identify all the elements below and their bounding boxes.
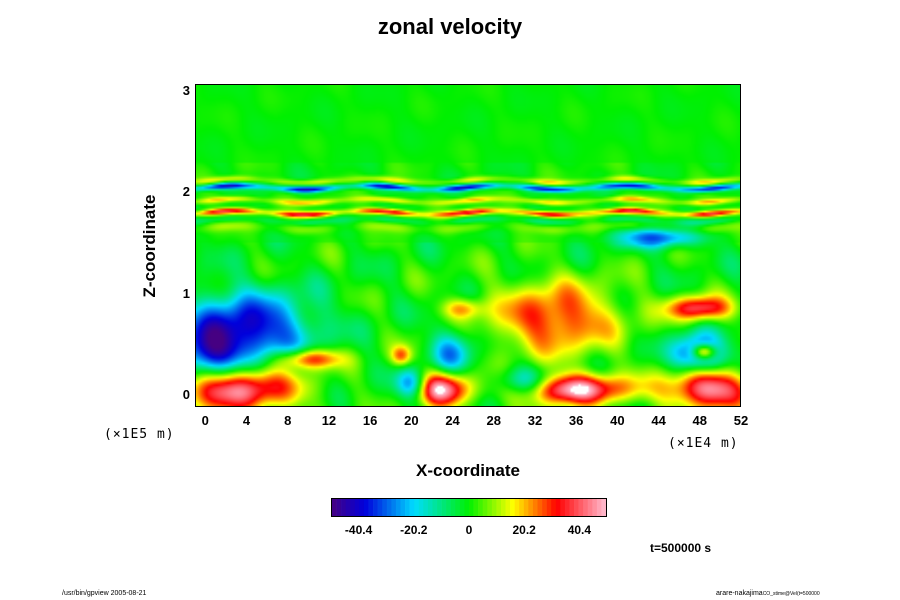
colorbar-segment (368, 499, 374, 516)
x-tick-label: 12 (321, 413, 337, 428)
colorbar-segment (569, 499, 575, 516)
x-tick-label: 28 (486, 413, 501, 428)
colorbar-tick-label: -40.4 (344, 523, 373, 537)
x-tick-label: 4 (242, 413, 251, 428)
colorbar-segment (528, 499, 534, 516)
time-label: t=500000 s (650, 541, 712, 555)
colorbar-segment (409, 499, 415, 516)
footer-right-main: arare-nakajima (716, 590, 763, 597)
colorbar-segment (491, 499, 497, 516)
colorbar-segment (377, 499, 383, 516)
colorbar-segment (496, 499, 502, 516)
colorbar-segment (341, 499, 346, 516)
colorbar-segment (542, 499, 547, 516)
colorbar-segment (382, 499, 388, 516)
x-tick-label: 40 (610, 413, 625, 428)
colorbar-segment (437, 499, 442, 516)
colorbar-segment (532, 499, 538, 516)
colorbar-segment (478, 499, 483, 516)
colorbar-segment (487, 499, 493, 516)
y-tick-label: 1 (182, 285, 190, 301)
y-tick-label: 2 (182, 184, 190, 200)
colorbar-segment (405, 499, 410, 516)
colorbar-segment (363, 499, 369, 516)
colorbar-segment (510, 499, 515, 516)
velocity-field-heatmap (196, 85, 740, 406)
colorbar-segment (391, 499, 397, 516)
footer-left: /usr/bin/gpview 2005-08-21 (62, 590, 147, 597)
colorbar-segment (596, 499, 602, 516)
colorbar-segment (455, 499, 461, 516)
colorbar-segment (414, 499, 420, 516)
colorbar-segment (459, 499, 465, 516)
heatmap-plot-area (195, 84, 741, 407)
colorbar-segment (560, 499, 566, 516)
colorbar-segment (523, 499, 529, 516)
chart-title: zonal velocity (377, 14, 523, 39)
colorbar-segment (564, 499, 570, 516)
x-tick-label: 36 (568, 413, 584, 428)
colorbar-segment (446, 499, 452, 516)
y-scale-label: (×1E5 m) (104, 427, 175, 442)
colorbar-tick-label: 40.4 (567, 523, 592, 537)
x-tick-label: 48 (692, 413, 708, 428)
colorbar-segment (450, 499, 456, 516)
colorbar-segment (519, 499, 525, 516)
colorbar-segment (427, 499, 433, 516)
footer-right: arare-nakajimaCO_stime@Vel(t=500000 (716, 590, 820, 597)
x-axis-label: X-coordinate (416, 461, 520, 480)
x-tick-label: 32 (527, 413, 543, 428)
colorbar-tick-label: 0 (465, 523, 473, 537)
colorbar-segment (441, 499, 447, 516)
colorbar-segment (350, 499, 356, 516)
colorbar-segment (537, 499, 543, 516)
colorbar (331, 498, 607, 517)
colorbar-segment (469, 499, 474, 516)
colorbar-segment (555, 499, 561, 516)
colorbar-segment (464, 499, 470, 516)
x-tick-label: 20 (404, 413, 419, 428)
colorbar-segment (551, 499, 557, 516)
colorbar-tick-label: -20.2 (400, 523, 428, 537)
colorbar-segment (500, 499, 506, 516)
colorbar-segment (345, 499, 351, 516)
colorbar-tick-label: 20.2 (512, 523, 536, 537)
x-tick-label: 24 (445, 413, 460, 428)
colorbar-segment (514, 499, 520, 516)
x-tick-label: 52 (733, 413, 749, 428)
colorbar-gradient (332, 499, 606, 516)
x-scale-label: (×1E4 m) (668, 436, 739, 451)
x-tick-label: 16 (362, 413, 378, 428)
colorbar-segment (373, 499, 378, 516)
colorbar-segment (354, 499, 360, 516)
colorbar-segment (359, 499, 365, 516)
footer-right-small: CO_stime@Vel(t=500000 (762, 591, 820, 597)
y-tick-label: 0 (182, 386, 190, 402)
colorbar-segment (505, 499, 511, 516)
colorbar-segment (592, 499, 598, 516)
colorbar-segment (332, 499, 337, 516)
colorbar-segment (336, 499, 342, 516)
colorbar-segment (587, 499, 593, 516)
colorbar-segment (432, 499, 438, 516)
x-tick-label: 8 (284, 413, 292, 428)
x-tick-label: 0 (201, 413, 209, 428)
colorbar-segment (386, 499, 392, 516)
colorbar-segment (423, 499, 429, 516)
colorbar-segment (482, 499, 488, 516)
colorbar-segment (473, 499, 479, 516)
colorbar-segment (574, 499, 579, 516)
y-axis-label: Z-coordinate (140, 194, 159, 298)
colorbar-segment (546, 499, 552, 516)
colorbar-segment (601, 499, 606, 516)
colorbar-segment (583, 499, 589, 516)
colorbar-segment (418, 499, 424, 516)
colorbar-segment (578, 499, 584, 516)
colorbar-segment (400, 499, 406, 516)
x-tick-label: 44 (651, 413, 666, 428)
y-tick-label: 3 (182, 83, 190, 99)
colorbar-segment (395, 499, 401, 516)
